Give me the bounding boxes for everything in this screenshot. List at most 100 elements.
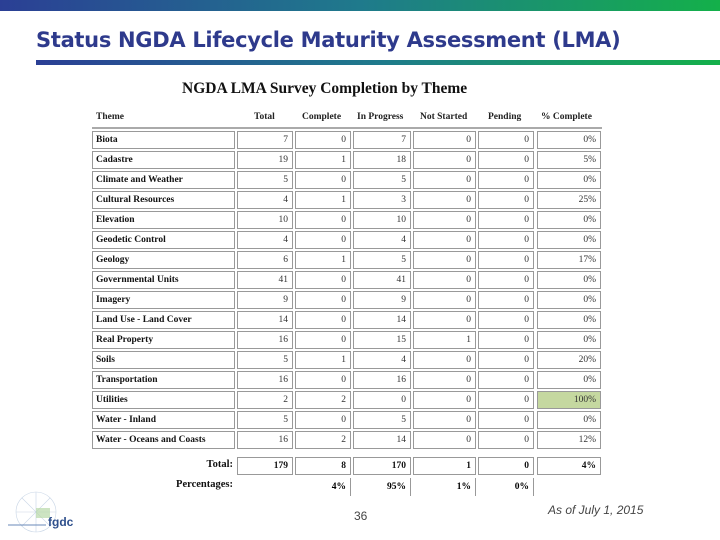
cell-theme: Soils <box>92 351 235 369</box>
page-number: 36 <box>354 509 368 523</box>
cell-pending: 0 <box>478 271 534 289</box>
total-in-progress: 170 <box>353 457 411 475</box>
percentage-in-progress: 95% <box>353 478 411 496</box>
cell-not-started: 0 <box>413 431 476 449</box>
cell-pending: 0 <box>478 151 534 169</box>
cell-pending: 0 <box>478 251 534 269</box>
cell-not-started: 0 <box>413 411 476 429</box>
cell-theme: Cultural Resources <box>92 191 235 209</box>
cell-in-progress: 4 <box>353 351 411 369</box>
total-pending: 0 <box>478 457 534 475</box>
fgdc-logo: fgdc <box>8 491 74 533</box>
top-gradient-bar <box>0 0 720 11</box>
cell-theme: Elevation <box>92 211 235 229</box>
cell-in-progress: 18 <box>353 151 411 169</box>
cell-percent-complete: 100% <box>537 391 601 409</box>
cell-pending: 0 <box>478 171 534 189</box>
cell-not-started: 0 <box>413 251 476 269</box>
total-total: 179 <box>237 457 293 475</box>
cell-total: 4 <box>237 231 293 249</box>
cell-theme: Climate and Weather <box>92 171 235 189</box>
cell-theme: Real Property <box>92 331 235 349</box>
cell-total: 6 <box>237 251 293 269</box>
cell-complete: 2 <box>295 431 351 449</box>
cell-total: 41 <box>237 271 293 289</box>
cell-pending: 0 <box>478 311 534 329</box>
cell-pending: 0 <box>478 231 534 249</box>
cell-not-started: 0 <box>413 351 476 369</box>
cell-theme: Geology <box>92 251 235 269</box>
cell-total: 14 <box>237 311 293 329</box>
column-header-total: Total <box>254 112 275 122</box>
cell-total: 7 <box>237 131 293 149</box>
cell-pending: 0 <box>478 371 534 389</box>
cell-percent-complete: 0% <box>537 131 601 149</box>
cell-not-started: 0 <box>413 311 476 329</box>
slide-title: Status NGDA Lifecycle Maturity Assessmen… <box>36 28 621 52</box>
cell-in-progress: 5 <box>353 251 411 269</box>
cell-theme: Water - Inland <box>92 411 235 429</box>
cell-pending: 0 <box>478 291 534 309</box>
cell-percent-complete: 0% <box>537 311 601 329</box>
cell-pending: 0 <box>478 191 534 209</box>
cell-not-started: 0 <box>413 371 476 389</box>
total-label: Total: <box>206 459 233 470</box>
cell-theme: Governmental Units <box>92 271 235 289</box>
cell-theme: Geodetic Control <box>92 231 235 249</box>
cell-percent-complete: 0% <box>537 291 601 309</box>
cell-complete: 0 <box>295 231 351 249</box>
total-not-started: 1 <box>413 457 476 475</box>
cell-percent-complete: 25% <box>537 191 601 209</box>
cell-percent-complete: 0% <box>537 411 601 429</box>
cell-theme: Water - Oceans and Coasts <box>92 431 235 449</box>
title-underline <box>36 60 720 65</box>
cell-percent-complete: 0% <box>537 171 601 189</box>
svg-text:fgdc: fgdc <box>48 515 74 529</box>
cell-not-started: 0 <box>413 231 476 249</box>
cell-not-started: 0 <box>413 171 476 189</box>
cell-complete: 0 <box>295 371 351 389</box>
cell-theme: Utilities <box>92 391 235 409</box>
percentage-pending: 0% <box>478 478 534 496</box>
cell-percent-complete: 0% <box>537 331 601 349</box>
cell-pending: 0 <box>478 431 534 449</box>
cell-percent-complete: 12% <box>537 431 601 449</box>
cell-complete: 0 <box>295 411 351 429</box>
cell-total: 19 <box>237 151 293 169</box>
percentage-complete: 4% <box>295 478 351 496</box>
column-header-not-started: Not Started <box>420 112 468 122</box>
cell-percent-complete: 0% <box>537 371 601 389</box>
cell-theme: Imagery <box>92 291 235 309</box>
cell-theme: Land Use - Land Cover <box>92 311 235 329</box>
cell-total: 9 <box>237 291 293 309</box>
cell-total: 16 <box>237 371 293 389</box>
cell-theme: Biota <box>92 131 235 149</box>
cell-in-progress: 3 <box>353 191 411 209</box>
table-title: NGDA LMA Survey Completion by Theme <box>182 80 468 97</box>
cell-not-started: 0 <box>413 131 476 149</box>
cell-not-started: 0 <box>413 291 476 309</box>
cell-total: 10 <box>237 211 293 229</box>
cell-in-progress: 10 <box>353 211 411 229</box>
cell-not-started: 0 <box>413 211 476 229</box>
cell-percent-complete: 0% <box>537 271 601 289</box>
total-complete: 8 <box>295 457 351 475</box>
column-header-theme: Theme <box>96 112 124 122</box>
cell-pending: 0 <box>478 331 534 349</box>
cell-pending: 0 <box>478 211 534 229</box>
cell-percent-complete: 0% <box>537 231 601 249</box>
cell-percent-complete: 5% <box>537 151 601 169</box>
cell-complete: 1 <box>295 251 351 269</box>
cell-percent-complete: 20% <box>537 351 601 369</box>
cell-pending: 0 <box>478 131 534 149</box>
cell-in-progress: 7 <box>353 131 411 149</box>
cell-complete: 0 <box>295 131 351 149</box>
cell-in-progress: 0 <box>353 391 411 409</box>
cell-complete: 0 <box>295 171 351 189</box>
cell-complete: 1 <box>295 351 351 369</box>
cell-not-started: 0 <box>413 391 476 409</box>
cell-total: 2 <box>237 391 293 409</box>
cell-pending: 0 <box>478 351 534 369</box>
cell-in-progress: 16 <box>353 371 411 389</box>
cell-in-progress: 9 <box>353 291 411 309</box>
